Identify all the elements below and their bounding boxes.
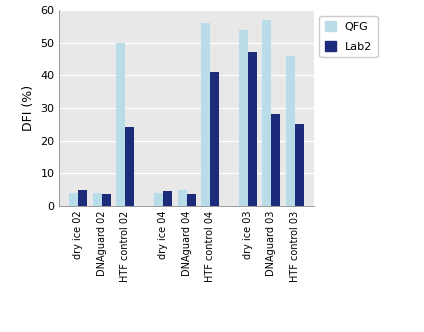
Bar — [271, 115, 280, 206]
Bar — [239, 30, 248, 206]
Bar — [295, 124, 304, 206]
Bar — [93, 193, 102, 206]
Bar — [102, 195, 111, 206]
Bar — [126, 127, 134, 206]
Bar — [201, 23, 210, 206]
Bar — [154, 193, 163, 206]
Bar — [248, 52, 257, 206]
Bar — [286, 56, 295, 206]
Bar — [116, 42, 126, 206]
Bar — [210, 72, 219, 206]
Bar — [187, 195, 195, 206]
Bar — [163, 191, 172, 206]
Bar — [178, 190, 187, 206]
Y-axis label: DFI (%): DFI (%) — [22, 85, 35, 131]
Bar — [69, 193, 78, 206]
Legend: QFG, Lab2: QFG, Lab2 — [319, 16, 378, 57]
Bar — [78, 190, 87, 206]
Bar — [262, 20, 271, 206]
